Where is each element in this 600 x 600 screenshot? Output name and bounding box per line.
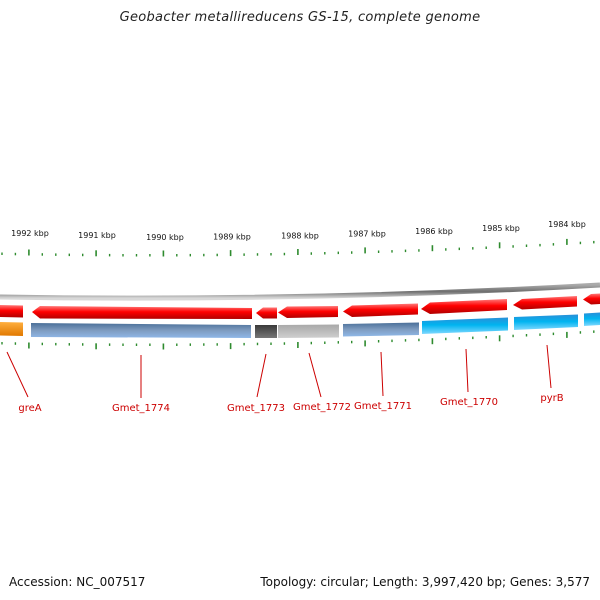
reverse-gene-gmet-1772[interactable]: [278, 324, 339, 339]
kbp-label: 1987 kbp: [348, 230, 386, 239]
leader-line-greA: [6, 351, 29, 398]
leader-line-gmet-1773: [256, 353, 267, 398]
reverse-gene-gmet-1771[interactable]: [343, 322, 419, 337]
genome-backbone-arc: [0, 282, 600, 301]
kbp-label: 1984 kbp: [548, 220, 586, 229]
forward-strand-track: [0, 293, 600, 319]
forward-gene-gmet-1770[interactable]: [421, 299, 507, 314]
gene-label-pyrB[interactable]: pyrB: [540, 393, 563, 404]
kbp-label: 1990 kbp: [146, 233, 184, 242]
kbp-label: 1989 kbp: [213, 233, 251, 242]
reverse-gene-gmet-1773[interactable]: [255, 325, 277, 338]
reverse-gene-gmet-1774[interactable]: [31, 323, 251, 338]
gene-labels: greA Gmet_1774 Gmet_1773 Gmet_1772 Gmet_…: [18, 393, 563, 414]
leader-line-pyrB: [546, 344, 552, 389]
gene-label-gmet-1772[interactable]: Gmet_1772: [293, 402, 351, 413]
kbp-label: 1992 kbp: [11, 229, 49, 238]
forward-gene-edge[interactable]: [583, 293, 600, 305]
forward-gene-greA-region[interactable]: [0, 305, 23, 318]
forward-gene-gmet-1774[interactable]: [32, 306, 252, 319]
leader-line-gmet-1772: [308, 352, 322, 398]
gene-label-gmet-1770[interactable]: Gmet_1770: [440, 397, 498, 408]
kbp-scale-labels: 1992 kbp 1991 kbp 1990 kbp 1989 kbp 1988…: [11, 220, 586, 242]
genome-title: Geobacter metallireducens GS-15, complet…: [119, 10, 481, 25]
gene-label-gmet-1773[interactable]: Gmet_1773: [227, 403, 285, 414]
leader-line-gmet-1770: [465, 348, 469, 393]
scale-ticks-upper: [1, 238, 595, 257]
reverse-gene-gmet-1770[interactable]: [422, 317, 508, 335]
reverse-gene-pyrB[interactable]: [514, 314, 578, 331]
gene-label-leaders: [6, 344, 552, 398]
forward-gene-pyrB[interactable]: [513, 296, 577, 310]
reverse-strand-track: [0, 312, 600, 339]
kbp-label: 1991 kbp: [78, 231, 116, 240]
reverse-gene-edge[interactable]: [584, 312, 600, 327]
kbp-label: 1986 kbp: [415, 227, 453, 236]
forward-gene-gmet-1772[interactable]: [278, 306, 338, 318]
kbp-label: 1985 kbp: [482, 224, 520, 233]
gene-label-greA[interactable]: greA: [18, 403, 41, 414]
reverse-gene-greA[interactable]: [0, 322, 23, 336]
kbp-label: 1988 kbp: [281, 232, 319, 241]
genome-summary-text: Topology: circular; Length: 3,997,420 bp…: [260, 575, 590, 589]
forward-gene-gmet-1771[interactable]: [343, 303, 418, 318]
accession-text: Accession: NC_007517: [9, 575, 146, 589]
gene-label-gmet-1774[interactable]: Gmet_1774: [112, 403, 170, 414]
forward-gene-gmet-1773[interactable]: [256, 307, 277, 319]
gene-label-gmet-1771[interactable]: Gmet_1771: [354, 401, 412, 412]
scale-ticks-lower: [1, 330, 595, 350]
leader-line-gmet-1771: [380, 351, 384, 397]
